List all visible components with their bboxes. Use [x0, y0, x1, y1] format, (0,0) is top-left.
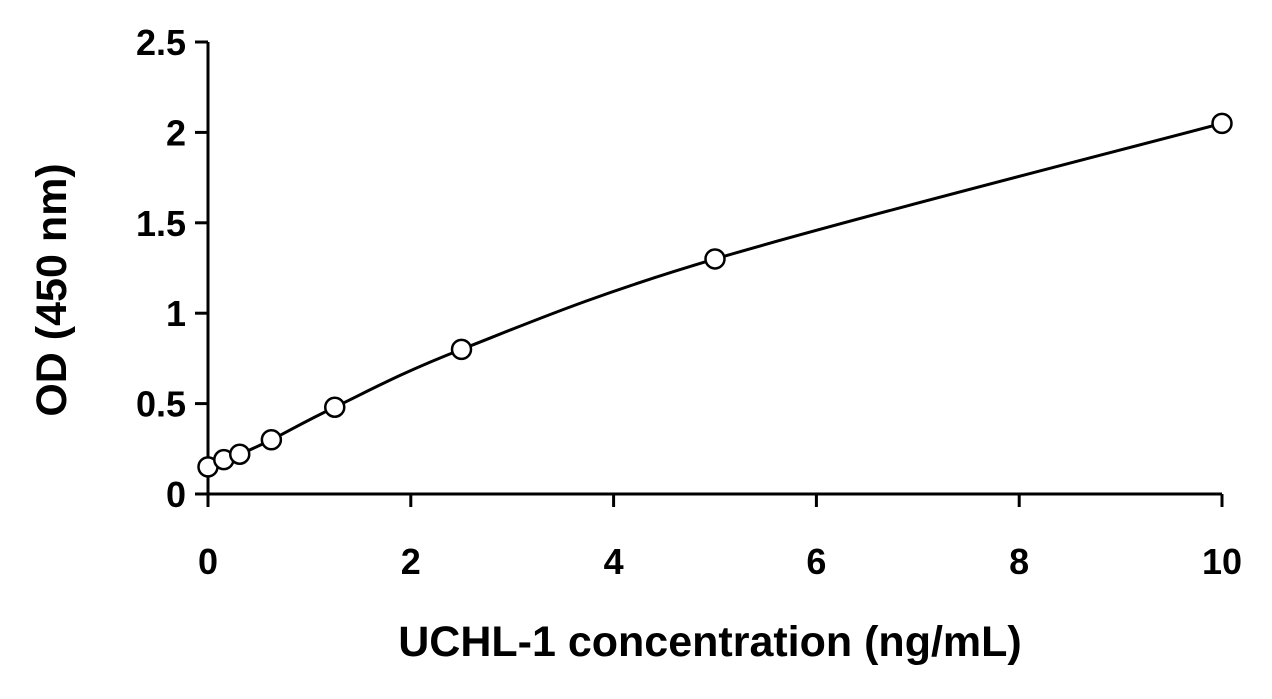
data-point: [324, 396, 346, 418]
y-tick-label: 2: [166, 112, 186, 153]
axes: [206, 42, 1222, 496]
series: [197, 112, 1233, 478]
x-tick-label: 6: [806, 541, 826, 582]
y-tick-label: 2.5: [136, 22, 186, 63]
x-tick-label: 2: [401, 541, 421, 582]
x-tick-label: 8: [1009, 541, 1029, 582]
x-axis-label: UCHL-1 concentration (ng/mL): [398, 618, 1021, 666]
y-tick-label: 1: [166, 293, 186, 334]
y-axis-ticks: 0 0.5 1 1.5 2 2.5: [136, 22, 208, 515]
y-tick-label: 0: [166, 474, 186, 515]
y-tick-label: 0.5: [136, 384, 186, 425]
y-axis-label: OD (450 nm): [28, 163, 76, 416]
trendline: [207, 121, 1223, 469]
data-point: [704, 248, 726, 270]
x-tick-label: 4: [604, 541, 624, 582]
x-axis-ticks: 0 2 4 6 8 10: [198, 494, 1242, 582]
x-tick-label: 0: [198, 541, 218, 582]
data-point: [1211, 112, 1233, 135]
y-tick-label: 1.5: [136, 203, 186, 244]
data-point: [228, 443, 251, 465]
x-tick-label: 10: [1202, 541, 1242, 582]
data-point: [260, 429, 283, 451]
data-point: [450, 338, 473, 361]
